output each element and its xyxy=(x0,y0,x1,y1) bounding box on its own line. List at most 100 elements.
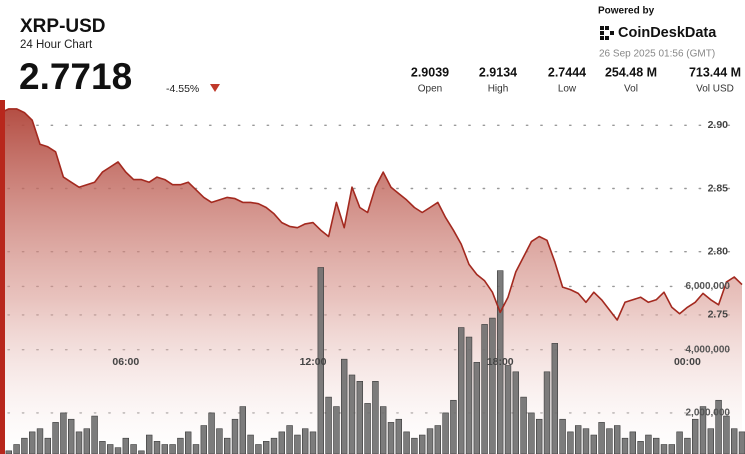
volume-bar xyxy=(364,403,371,454)
volume-bar xyxy=(613,425,621,454)
volume-bar xyxy=(730,428,738,454)
volume-bar xyxy=(528,412,535,454)
volume-bar xyxy=(387,422,395,454)
volume-bar xyxy=(691,418,699,454)
y-tick-label: 2.85 xyxy=(708,182,729,194)
down-arrow xyxy=(210,84,220,92)
volume-bar xyxy=(481,324,488,454)
volume-bar xyxy=(629,431,637,454)
volume-bar xyxy=(418,434,426,454)
stats: 2.9039 Open 2.9134 High 2.7444 Low 254.48 M Vol… xyxy=(411,65,741,94)
volume-bar xyxy=(294,434,301,454)
y2-tick-label: 2,000,000 xyxy=(686,408,731,419)
volume-bar xyxy=(403,431,410,454)
volume-bar xyxy=(473,362,480,454)
volume-bar xyxy=(434,425,441,454)
volume-bar xyxy=(684,437,691,454)
volume-bar xyxy=(426,428,434,454)
volume-bar xyxy=(130,444,137,454)
stat-label: High xyxy=(488,84,509,95)
price-change: -4.55% xyxy=(166,83,199,95)
volume-bar xyxy=(52,422,59,454)
volume-bar xyxy=(301,428,309,454)
chart-title: XRP-USD xyxy=(20,16,106,37)
volume-bar xyxy=(465,336,473,454)
volume-bar xyxy=(567,431,574,454)
y-tick-label: 2.90 xyxy=(708,119,729,131)
volume-bar xyxy=(598,422,605,454)
x-tick-label: 00:00 xyxy=(674,356,701,368)
volume-bar xyxy=(652,437,660,454)
volume-bar xyxy=(255,444,262,454)
stat-value: 713.44 M xyxy=(689,65,741,79)
plot-area xyxy=(0,108,745,454)
volume-bar xyxy=(442,412,449,454)
volume-bar xyxy=(21,437,28,454)
x-tick-label: 12:00 xyxy=(300,356,327,368)
volume-bar xyxy=(504,365,512,454)
volume-bar xyxy=(645,434,652,454)
volume-bar xyxy=(247,434,254,454)
volume-bar xyxy=(169,444,176,454)
volume-bar xyxy=(60,412,67,454)
volume-bar xyxy=(286,425,293,454)
chart-subtitle: 24 Hour Chart xyxy=(20,39,93,51)
volume-bar xyxy=(520,396,527,454)
brand-logo xyxy=(600,26,614,40)
volume-bar xyxy=(231,418,239,454)
x-tick-label: 18:00 xyxy=(487,356,514,368)
volume-bar xyxy=(535,418,543,454)
volume-bar xyxy=(707,428,715,454)
volume-bar xyxy=(551,343,559,454)
volume-bar xyxy=(91,415,98,454)
volume-bar xyxy=(450,399,457,454)
powered-by: Powered by xyxy=(598,6,655,17)
volume-bar xyxy=(5,450,13,454)
volume-bar xyxy=(317,267,324,454)
volume-bar xyxy=(738,431,745,454)
volume-bar xyxy=(192,444,200,454)
stat-label: Open xyxy=(418,84,442,95)
stat-value: 2.9134 xyxy=(479,65,517,79)
volume-bar xyxy=(582,428,590,454)
volume-bar xyxy=(270,437,278,454)
volume-bar xyxy=(138,450,145,454)
stat-value: 2.9039 xyxy=(411,65,449,79)
volume-bar xyxy=(83,428,91,454)
left-accent xyxy=(0,100,5,454)
volume-bar xyxy=(107,444,114,454)
volume-bar xyxy=(146,434,153,454)
volume-bar xyxy=(309,431,317,454)
volume-bar xyxy=(723,415,730,454)
volume-bar xyxy=(379,406,387,454)
volume-bar xyxy=(348,374,356,454)
volume-bar xyxy=(457,327,465,454)
volume-bar xyxy=(606,428,613,454)
volume-bar xyxy=(333,406,340,454)
y-tick-label: 2.80 xyxy=(708,245,729,257)
volume-bar xyxy=(660,444,668,454)
price: 2.7718 xyxy=(19,56,132,97)
volume-bar xyxy=(185,431,192,454)
volume-bar xyxy=(177,437,184,454)
volume-bar xyxy=(278,431,285,454)
volume-bar xyxy=(676,431,683,454)
volume-bar xyxy=(637,441,644,454)
volume-bar xyxy=(395,418,402,454)
price-line xyxy=(0,108,743,321)
y2-tick-label: 6,000,000 xyxy=(686,281,731,292)
volume-bar xyxy=(411,437,418,454)
volume-bar xyxy=(356,381,363,454)
volume-bar xyxy=(621,437,629,454)
volume-bar xyxy=(574,425,582,454)
volume-bar xyxy=(122,437,130,454)
stat-value: 2.7444 xyxy=(548,65,586,79)
volume-bar xyxy=(224,437,231,454)
volume-bar xyxy=(208,412,215,454)
volume-bar xyxy=(161,444,168,454)
volume-bar xyxy=(559,418,566,454)
volume-bar xyxy=(13,444,20,454)
volume-bar xyxy=(512,371,520,454)
volume-bar xyxy=(75,431,83,454)
